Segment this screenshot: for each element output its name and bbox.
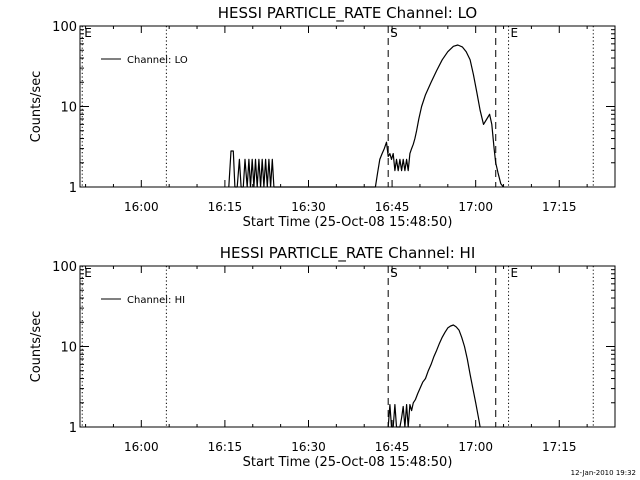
panel-lo: HESSI PARTICLE_RATE Channel: LO 16:00 16:1… [29,4,616,230]
plot-frame [79,25,616,188]
y-tick-label: 100 [52,20,77,35]
x-tick-label: 17:00 [458,440,493,454]
marker-label: E [84,266,92,280]
series-line-lo [228,44,504,188]
y-axis-label: Counts/sec [29,71,44,143]
x-tick-label: 16:30 [291,200,326,214]
y-tick-label: 10 [60,101,77,116]
chart-title: HESSI PARTICLE_RATE Channel: LO [218,4,477,23]
x-tick-label: 16:15 [208,200,243,214]
x-tick-label: 17:15 [542,200,577,214]
marker-label: S [390,266,398,280]
x-tick-label: 16:45 [375,440,410,454]
marker-label: S [390,26,398,40]
y-tick-label: 1 [69,421,77,436]
chart-title: HESSI PARTICLE_RATE Channel: HI [220,244,476,263]
plot-frame [79,265,616,428]
x-axis-label: Start Time (25-Oct-08 15:48:50) [243,455,453,470]
marker-label: E [511,266,519,280]
y-tick-label: 10 [60,341,77,356]
marker-label: E [511,26,519,40]
x-tick-label: 16:00 [124,440,159,454]
x-tick-label: 16:00 [124,200,159,214]
x-tick-label: 16:15 [208,440,243,454]
y-tick-label: 100 [52,260,77,275]
panel-hi: HESSI PARTICLE_RATE Channel: HI 16:00 16:1… [29,244,616,470]
x-tick-label: 16:30 [291,440,326,454]
series-line-hi [387,324,481,428]
x-axis-label: Start Time (25-Oct-08 15:48:50) [243,215,453,230]
legend-entry: Channel: HI [127,295,185,306]
y-tick-label: 1 [69,181,77,196]
y-axis-label: Counts/sec [29,311,44,383]
x-tick-label: 16:45 [375,200,410,214]
marker-label: E [84,26,92,40]
x-tick-label: 17:00 [458,200,493,214]
x-tick-label: 17:15 [542,440,577,454]
timestamp-label: 12-Jan-2010 19:32 [571,469,636,477]
legend-entry: Channel: LO [127,55,188,66]
